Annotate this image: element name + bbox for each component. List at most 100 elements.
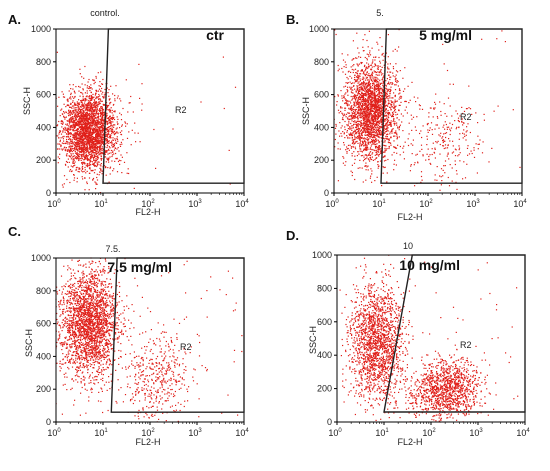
data-point [350, 146, 352, 148]
data-point [384, 131, 386, 133]
data-point [86, 113, 88, 115]
data-point [366, 125, 368, 127]
data-point [345, 66, 347, 68]
data-point [69, 132, 71, 134]
data-point [103, 129, 105, 132]
data-point [377, 150, 379, 152]
data-point [94, 124, 96, 126]
data-point [90, 117, 92, 119]
data-point [90, 102, 92, 104]
data-point [372, 131, 374, 133]
data-point [116, 158, 118, 160]
data-point [378, 56, 380, 59]
data-point [102, 96, 104, 98]
data-point [78, 106, 80, 108]
data-point [69, 114, 71, 117]
data-point [387, 66, 389, 68]
x-tick-label: 104 [235, 199, 249, 209]
data-point [355, 79, 357, 81]
data-point [363, 80, 365, 82]
data-point [96, 135, 98, 137]
data-point [351, 135, 353, 137]
data-point [389, 82, 392, 84]
data-point [82, 95, 84, 97]
data-point [368, 112, 370, 114]
data-point [366, 154, 368, 156]
data-point [72, 122, 74, 124]
data-point [395, 130, 397, 132]
data-point [99, 123, 101, 126]
data-point [90, 158, 92, 160]
data-point [74, 149, 76, 151]
data-point [110, 117, 112, 119]
data-point [91, 103, 93, 105]
data-point [96, 131, 99, 133]
data-point [368, 154, 370, 156]
data-point [106, 133, 108, 135]
data-point [97, 133, 99, 135]
data-point [59, 148, 61, 150]
dot-cloud [55, 37, 237, 194]
data-point [379, 65, 381, 67]
data-point [78, 136, 80, 138]
data-point [360, 125, 362, 127]
data-point [96, 111, 98, 113]
data-point [394, 76, 396, 78]
data-point [79, 119, 81, 121]
data-point [86, 111, 88, 114]
data-point [112, 170, 114, 172]
data-point [366, 126, 368, 128]
data-point [75, 109, 77, 111]
x-tick-base: 10 [47, 199, 57, 209]
data-point [352, 140, 355, 142]
data-point [376, 129, 378, 131]
data-point [106, 116, 108, 118]
data-point [78, 145, 80, 147]
data-point [95, 93, 97, 95]
data-point [97, 128, 99, 130]
data-point [100, 109, 102, 111]
data-point [378, 49, 380, 51]
data-point [69, 120, 71, 122]
data-point [74, 129, 76, 131]
data-point [57, 148, 59, 150]
data-point [79, 109, 82, 111]
data-point [74, 155, 76, 157]
data-point [92, 97, 94, 99]
data-point [83, 131, 85, 133]
data-point [342, 117, 344, 119]
data-point [87, 81, 89, 83]
data-point [372, 139, 375, 141]
data-point [374, 87, 376, 89]
data-point [358, 63, 360, 65]
data-point [387, 109, 389, 112]
data-point [355, 108, 357, 111]
data-point [76, 124, 78, 126]
data-point [112, 93, 114, 95]
data-point [68, 146, 70, 148]
data-point [78, 116, 81, 118]
data-point [120, 134, 123, 136]
data-point [388, 81, 390, 83]
data-point [108, 161, 110, 163]
data-point [78, 122, 80, 124]
data-point [70, 113, 72, 115]
data-point [90, 170, 92, 172]
data-point [360, 108, 362, 110]
data-point [88, 95, 91, 97]
data-point [87, 137, 89, 139]
data-point [66, 133, 68, 135]
data-point [402, 151, 405, 153]
data-point [88, 96, 91, 98]
data-point [110, 123, 112, 125]
data-point [352, 146, 354, 148]
data-point [86, 166, 89, 168]
data-point [396, 136, 399, 139]
data-point [68, 155, 70, 157]
data-point [106, 146, 108, 149]
data-point [61, 91, 63, 93]
data-point [351, 89, 353, 91]
data-point [82, 104, 84, 107]
data-point [134, 132, 136, 134]
data-point [109, 173, 111, 175]
